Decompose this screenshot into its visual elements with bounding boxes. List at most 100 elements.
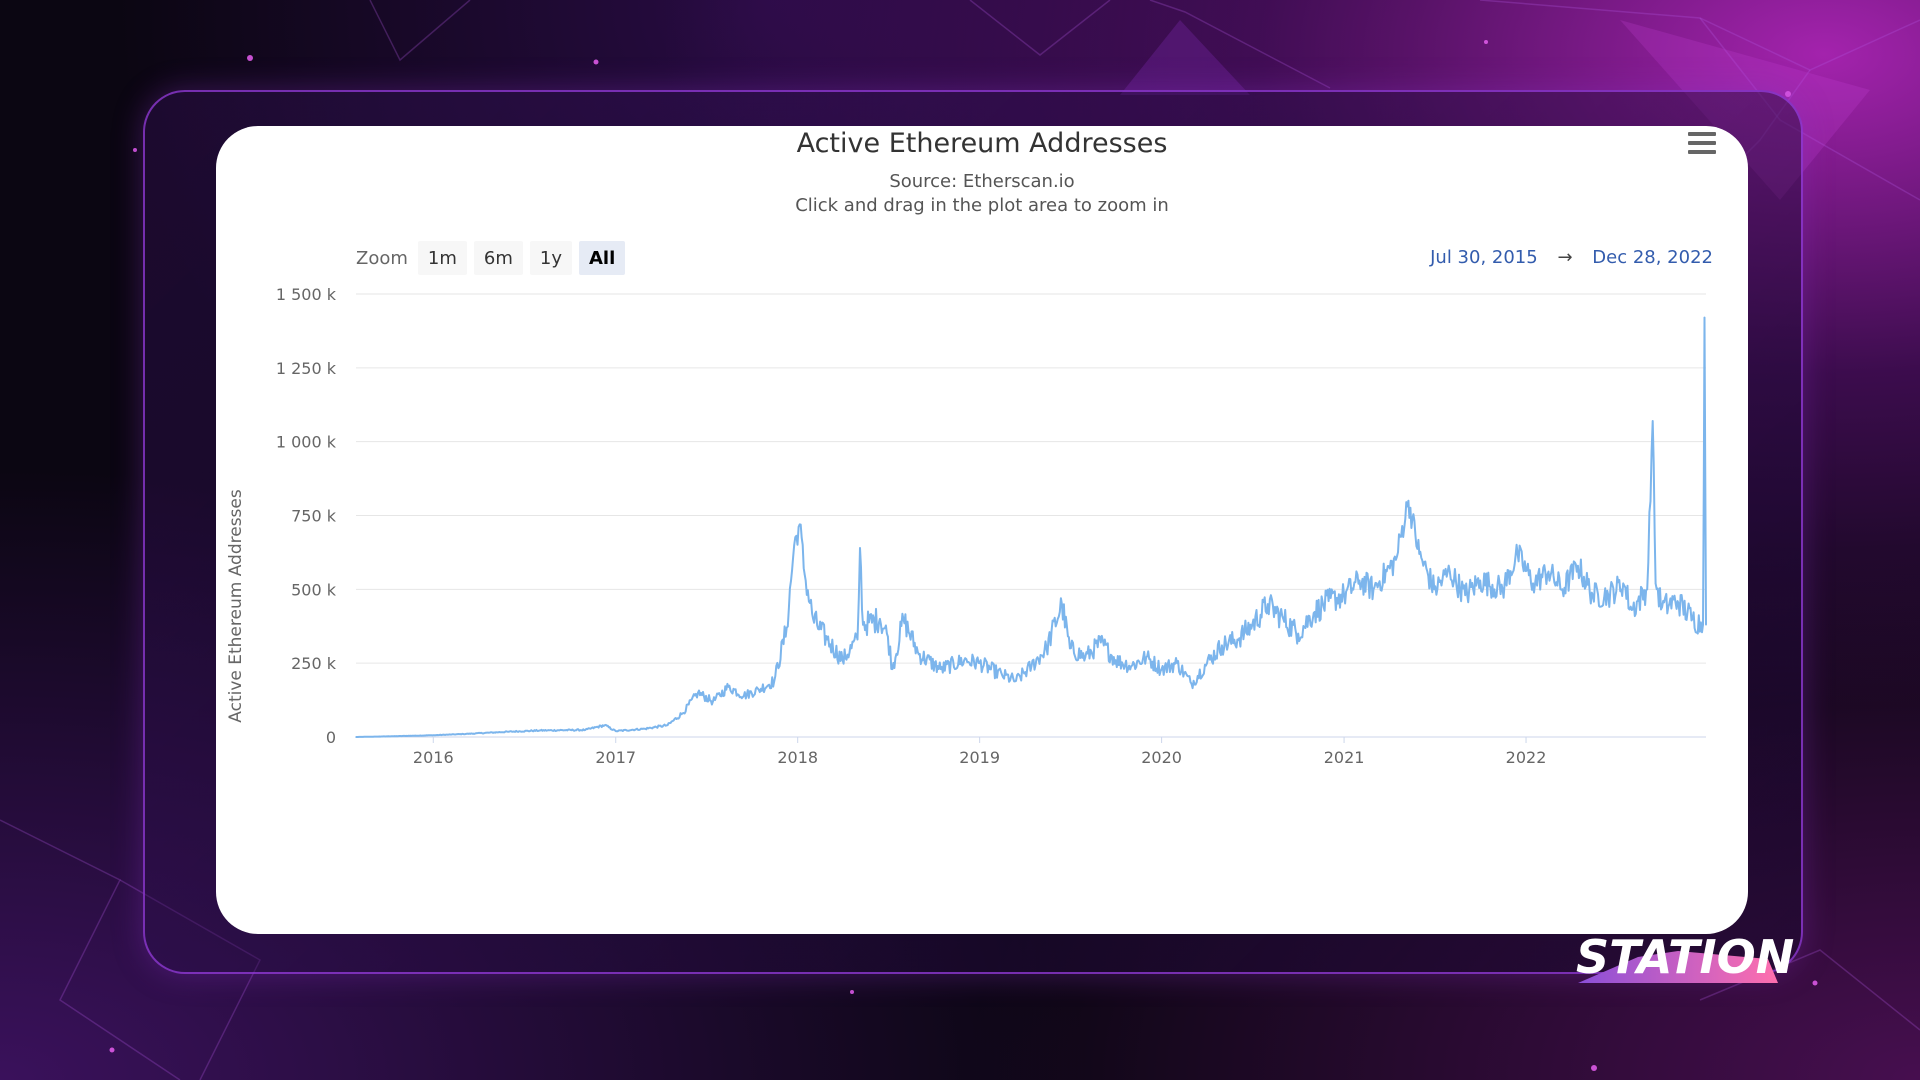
data-point — [1267, 603, 1269, 605]
range-from-input[interactable]: Jul 30, 2015 — [1430, 247, 1538, 268]
data-point — [666, 724, 669, 726]
data-point — [1703, 316, 1706, 319]
data-point — [1592, 594, 1594, 596]
chart-card: Active Ethereum Addresses Source: Ethers… — [216, 126, 1748, 934]
series-line — [356, 316, 1707, 738]
logo-line2: STATION — [1576, 930, 1794, 984]
data-point — [1327, 600, 1330, 602]
data-point — [1100, 641, 1102, 644]
data-point — [1145, 656, 1147, 659]
zoom-1m-button[interactable]: 1m — [417, 241, 467, 275]
data-point — [1449, 570, 1451, 573]
data-point — [978, 662, 981, 664]
data-point — [1251, 624, 1254, 626]
data-point — [1691, 618, 1694, 620]
data-point — [1114, 659, 1117, 661]
data-point — [1176, 662, 1178, 664]
data-point — [614, 730, 617, 732]
data-point — [1654, 582, 1657, 585]
data-point — [1702, 624, 1704, 626]
data-point — [1407, 499, 1410, 502]
data-point — [1045, 647, 1048, 650]
data-point — [793, 544, 795, 546]
data-point — [1547, 570, 1550, 573]
zoom-all-button[interactable]: All — [579, 241, 626, 275]
data-point — [891, 668, 894, 670]
range-selector: Zoom 1m 6m 1y All — [356, 241, 626, 275]
data-point — [1312, 612, 1315, 614]
data-point — [1358, 579, 1361, 582]
data-point — [681, 712, 684, 715]
x-tick-label: 2022 — [1506, 748, 1547, 767]
data-point — [758, 688, 760, 691]
range-to-input[interactable]: Dec 28, 2022 — [1592, 247, 1713, 268]
zoom-6m-button[interactable]: 6m — [473, 241, 523, 275]
data-point — [1221, 644, 1223, 647]
data-point — [902, 618, 905, 620]
zoom-label: Zoom — [356, 247, 408, 269]
data-point — [1069, 647, 1071, 650]
chart-title: Active Ethereum Addresses — [796, 128, 1168, 159]
data-point — [862, 624, 864, 626]
data-point — [1651, 420, 1654, 422]
data-point — [856, 638, 859, 641]
range-arrow: → — [1557, 247, 1573, 268]
data-point — [584, 729, 587, 731]
data-point — [355, 736, 357, 738]
data-point — [1236, 638, 1239, 641]
data-point — [812, 618, 814, 620]
x-tick-label: 2017 — [595, 748, 636, 767]
data-point — [1661, 606, 1663, 608]
data-point — [1206, 662, 1208, 664]
logo-line1: HOLD — [1598, 887, 1737, 938]
data-point — [963, 659, 965, 661]
data-point — [1030, 665, 1033, 667]
x-tick-label: 2019 — [959, 748, 1000, 767]
data-point — [841, 659, 844, 661]
data-point — [1190, 683, 1193, 685]
data-point — [785, 626, 788, 629]
data-point — [386, 735, 389, 738]
data-point — [1395, 559, 1397, 561]
data-point — [1622, 582, 1624, 585]
data-point — [432, 734, 435, 736]
data-point — [743, 694, 745, 697]
plot-area[interactable]: 0 250 k 500 k 750 k 1 000 k 1 250 k 1 500 k 201… — [216, 126, 1748, 934]
data-point — [1433, 588, 1436, 591]
x-tick-label: 2018 — [777, 748, 818, 767]
zoom-1y-button[interactable]: 1y — [529, 241, 572, 275]
data-point — [1343, 594, 1345, 596]
data-point — [1160, 668, 1163, 670]
data-point — [712, 700, 714, 703]
data-point — [1561, 588, 1564, 591]
data-point — [1282, 618, 1285, 620]
y-tick-label: 1 500 k — [276, 285, 337, 304]
data-point — [1705, 624, 1707, 626]
data-point — [1479, 579, 1481, 582]
data-point — [508, 730, 510, 733]
data-point — [604, 724, 606, 726]
data-point — [538, 729, 541, 732]
data-point — [1130, 665, 1132, 667]
x-tick-label: 2016 — [413, 748, 454, 767]
date-range: Jul 30, 2015 → Dec 28, 2022 — [1430, 247, 1713, 268]
data-point — [773, 680, 776, 682]
data-point — [887, 635, 889, 638]
chart-subtitle: Source: Etherscan.io Click and drag in t… — [216, 170, 1748, 218]
data-point — [1372, 588, 1375, 591]
data-point — [826, 638, 828, 641]
y-tick-label: 500 k — [291, 580, 337, 599]
data-point — [1532, 582, 1534, 585]
data-point — [1001, 674, 1003, 676]
x-tick-label: 2021 — [1324, 748, 1365, 767]
data-point — [1418, 553, 1421, 555]
data-point — [1676, 600, 1679, 602]
hamburger-menu-icon[interactable] — [1688, 132, 1716, 154]
data-point — [644, 727, 646, 730]
data-point — [1577, 564, 1579, 567]
data-point — [1516, 553, 1519, 555]
y-tick-label: 0 — [326, 728, 336, 747]
y-tick-label: 1 000 k — [276, 433, 337, 452]
data-point — [1646, 588, 1648, 591]
y-tick-label: 750 k — [291, 507, 337, 526]
